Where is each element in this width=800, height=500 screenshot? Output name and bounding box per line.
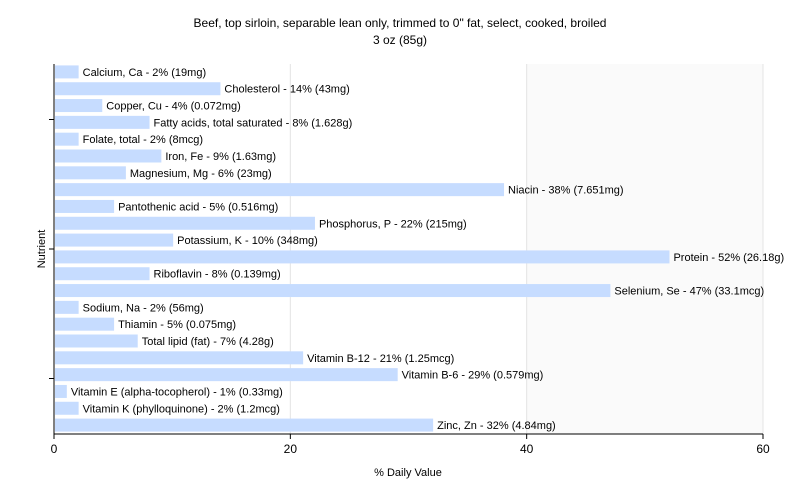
plot-shade bbox=[526, 64, 763, 434]
bar-label: Copper, Cu - 4% (0.072mg) bbox=[106, 101, 241, 113]
x-tick-label: 0 bbox=[51, 442, 58, 456]
bar-label: Phosphorus, P - 22% (215mg) bbox=[319, 218, 467, 230]
plot-area bbox=[526, 64, 763, 434]
bar-label: Zinc, Zn - 32% (4.84mg) bbox=[437, 420, 556, 432]
bar-label: Magnesium, Mg - 6% (23mg) bbox=[130, 168, 272, 180]
bar bbox=[55, 418, 434, 432]
bar-label: Iron, Fe - 9% (1.63mg) bbox=[165, 151, 276, 163]
bar-label: Folate, total - 2% (8mcg) bbox=[83, 134, 203, 146]
chart-subtitle: 3 oz (85g) bbox=[373, 33, 427, 47]
bars bbox=[55, 65, 670, 432]
bar-label: Sodium, Na - 2% (56mg) bbox=[83, 302, 204, 314]
bar bbox=[55, 149, 162, 163]
bar-label: Vitamin B-12 - 21% (1.25mcg) bbox=[307, 353, 454, 365]
bar-label: Potassium, K - 10% (348mg) bbox=[177, 235, 318, 247]
bar bbox=[55, 351, 304, 365]
bar bbox=[55, 82, 221, 96]
bar-label: Riboflavin - 8% (0.139mg) bbox=[154, 269, 281, 281]
x-tick-label: 60 bbox=[756, 442, 770, 456]
bar bbox=[55, 284, 611, 298]
bar bbox=[55, 368, 398, 382]
bar bbox=[55, 384, 67, 398]
bar bbox=[55, 334, 138, 348]
bar-label: Vitamin B-6 - 29% (0.579mg) bbox=[402, 370, 544, 382]
bar-labels: Calcium, Ca - 2% (19mg) Cholesterol - 14%… bbox=[71, 67, 784, 432]
bar-label: Niacin - 38% (7.651mg) bbox=[508, 185, 624, 197]
bar bbox=[55, 166, 126, 180]
bar bbox=[55, 233, 174, 247]
bar-label: Pantothenic acid - 5% (0.516mg) bbox=[118, 201, 278, 213]
bar-label: Calcium, Ca - 2% (19mg) bbox=[83, 67, 206, 79]
bar-label: Total lipid (fat) - 7% (4.28g) bbox=[142, 336, 274, 348]
x-ticks: 0 20 40 60 bbox=[51, 434, 770, 456]
bar-label: Vitamin E (alpha-tocopherol) - 1% (0.33m… bbox=[71, 386, 283, 398]
bar-label: Fatty acids, total saturated - 8% (1.628… bbox=[154, 117, 353, 129]
bar bbox=[55, 267, 150, 281]
bar bbox=[55, 199, 115, 213]
bar bbox=[55, 300, 79, 314]
bar bbox=[55, 317, 115, 331]
axes bbox=[49, 64, 763, 435]
bar bbox=[55, 401, 79, 415]
bar bbox=[55, 250, 670, 264]
bar-label: Vitamin K (phylloquinone) - 2% (1.2mcg) bbox=[83, 403, 280, 415]
bar-label: Selenium, Se - 47% (33.1mcg) bbox=[614, 286, 764, 298]
bar-label: Thiamin - 5% (0.075mg) bbox=[118, 319, 236, 331]
chart-title: Beef, top sirloin, separable lean only, … bbox=[194, 16, 607, 30]
bar bbox=[55, 183, 505, 197]
bar bbox=[55, 115, 150, 129]
x-tick-label: 40 bbox=[520, 442, 534, 456]
x-tick-label: 20 bbox=[284, 442, 298, 456]
bar bbox=[55, 65, 79, 79]
x-axis-label: % Daily Value bbox=[374, 467, 442, 479]
bar bbox=[55, 132, 79, 146]
y-axis-label: Nutrient bbox=[36, 230, 48, 269]
bar-label: Protein - 52% (26.18g) bbox=[673, 252, 784, 264]
bar-label: Cholesterol - 14% (43mg) bbox=[224, 84, 349, 96]
bar bbox=[55, 216, 315, 230]
bar bbox=[55, 99, 103, 113]
